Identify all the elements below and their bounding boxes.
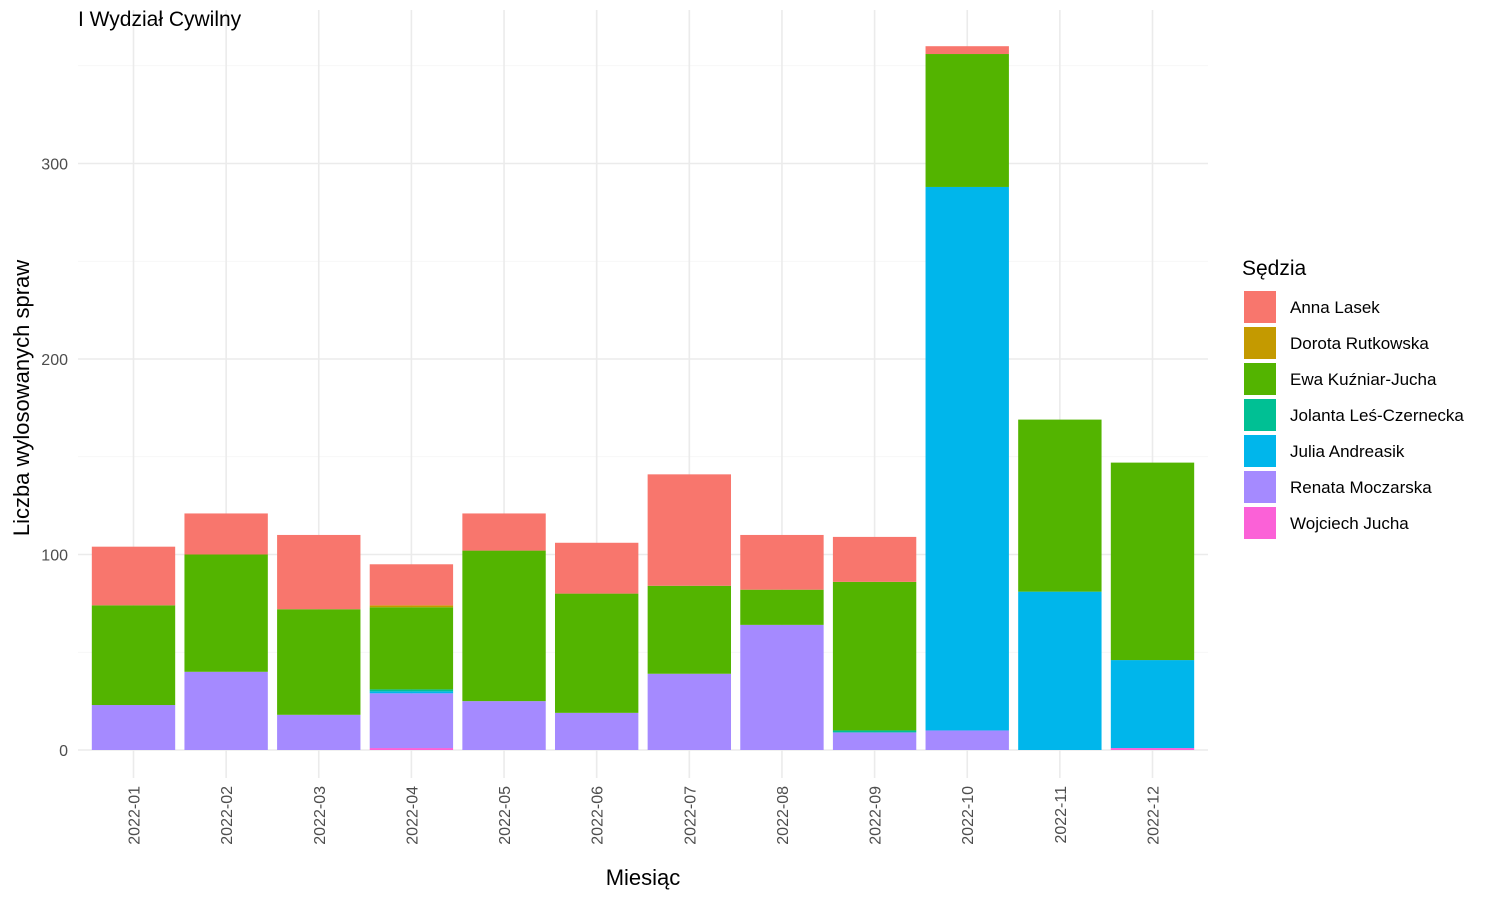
x-axis-title: Miesiąc — [606, 865, 681, 890]
bar-segment — [1018, 419, 1102, 592]
bar-segment — [832, 581, 917, 731]
bar-segment — [184, 513, 268, 555]
bar-segment — [462, 701, 546, 750]
y-axis-ticks: 0 100 200 300 — [41, 157, 68, 761]
y-tick-label: 0 — [59, 743, 68, 760]
legend-swatch — [1244, 363, 1276, 395]
bar-segment — [369, 605, 454, 608]
bar-segment — [1110, 462, 1195, 661]
x-tick-label: 2022-12 — [1146, 786, 1163, 845]
bar-segment — [832, 536, 917, 582]
chart-title: I Wydział Cywilny — [78, 8, 242, 31]
bar-segment — [1018, 591, 1102, 750]
bar-segment — [91, 605, 176, 706]
x-tick-label: 2022-02 — [219, 786, 236, 845]
legend-swatch — [1244, 327, 1276, 359]
y-axis-title: Liczba wylosowanych spraw — [9, 260, 34, 536]
legend-label: Dorota Rutkowska — [1290, 334, 1429, 353]
x-tick-label: 2022-11 — [1053, 786, 1070, 844]
y-tick-label: 300 — [41, 157, 68, 174]
x-tick-label: 2022-07 — [682, 786, 699, 845]
bar-segment — [647, 585, 732, 674]
legend-swatch — [1244, 399, 1276, 431]
legend-label: Jolanta Leś-Czernecka — [1290, 406, 1464, 425]
bar-segment — [925, 730, 1009, 750]
bar-segment — [832, 730, 917, 733]
x-tick-label: 2022-04 — [404, 786, 421, 845]
bar-segment — [1110, 660, 1195, 749]
bar-segment — [740, 624, 824, 750]
bar-segment — [277, 534, 361, 610]
bar-segment — [925, 186, 1009, 731]
legend-item: Ewa Kuźniar-Jucha — [1243, 362, 1437, 396]
bar-segment — [554, 593, 639, 713]
legend-item: Anna Lasek — [1243, 290, 1380, 324]
x-axis-ticks: 2022-01 2022-02 2022-03 2022-04 2022-05 2022-… — [127, 786, 1163, 845]
legend-item: Julia Andreasik — [1243, 434, 1405, 468]
bar-segment — [925, 46, 1009, 55]
legend-label: Julia Andreasik — [1290, 442, 1405, 461]
bar-segment — [184, 554, 268, 672]
bar-segment — [369, 693, 454, 749]
bar-segment — [832, 732, 917, 750]
legend-title: Sędzia — [1242, 257, 1307, 280]
bar-segment — [369, 689, 454, 692]
legend-item: Dorota Rutkowska — [1243, 326, 1429, 360]
bar-segment — [184, 671, 268, 750]
bar-segment — [369, 607, 454, 690]
legend-swatch — [1244, 435, 1276, 467]
y-tick-label: 100 — [41, 548, 68, 565]
legend-label: Renata Moczarska — [1290, 478, 1432, 497]
legend-swatch — [1244, 471, 1276, 503]
y-tick-label: 200 — [41, 352, 68, 369]
bar-segment — [647, 474, 732, 586]
legend-swatch — [1244, 507, 1276, 539]
legend-items: Anna Lasek Dorota Rutkowska Ewa Kuźniar-Ju… — [1243, 290, 1464, 540]
legend-item: Jolanta Leś-Czernecka — [1243, 398, 1464, 432]
bar-segment — [91, 546, 176, 606]
bar-segment — [554, 712, 639, 750]
x-tick-label: 2022-10 — [960, 786, 977, 845]
bars — [91, 46, 1195, 750]
bar-segment — [91, 705, 176, 750]
bar-segment — [647, 673, 732, 750]
legend-swatch — [1244, 291, 1276, 323]
bar-segment — [740, 534, 824, 590]
bar-segment — [740, 589, 824, 625]
bar-segment — [369, 748, 454, 750]
bar-segment — [277, 609, 361, 715]
legend: Sędzia Anna Lasek Dorota Rutkowska Ewa Kuź… — [1242, 257, 1464, 540]
x-tick-label: 2022-01 — [127, 786, 144, 845]
legend-item: Renata Moczarska — [1243, 470, 1432, 504]
x-tick-label: 2022-06 — [590, 786, 607, 845]
bar-segment — [369, 691, 454, 694]
bar-segment — [369, 564, 454, 606]
bar-segment — [925, 54, 1009, 187]
x-tick-label: 2022-05 — [497, 786, 514, 845]
x-tick-label: 2022-09 — [868, 786, 885, 845]
bar-segment — [554, 542, 639, 594]
x-tick-label: 2022-08 — [775, 786, 792, 845]
legend-label: Anna Lasek — [1290, 298, 1380, 317]
bar-segment — [462, 550, 546, 702]
legend-label: Wojciech Jucha — [1290, 514, 1409, 533]
legend-item: Wojciech Jucha — [1243, 506, 1409, 540]
x-tick-label: 2022-03 — [312, 786, 329, 845]
bar-segment — [462, 513, 546, 551]
legend-label: Ewa Kuźniar-Jucha — [1290, 370, 1437, 389]
bar-segment — [277, 714, 361, 750]
bar-segment — [1110, 748, 1195, 750]
